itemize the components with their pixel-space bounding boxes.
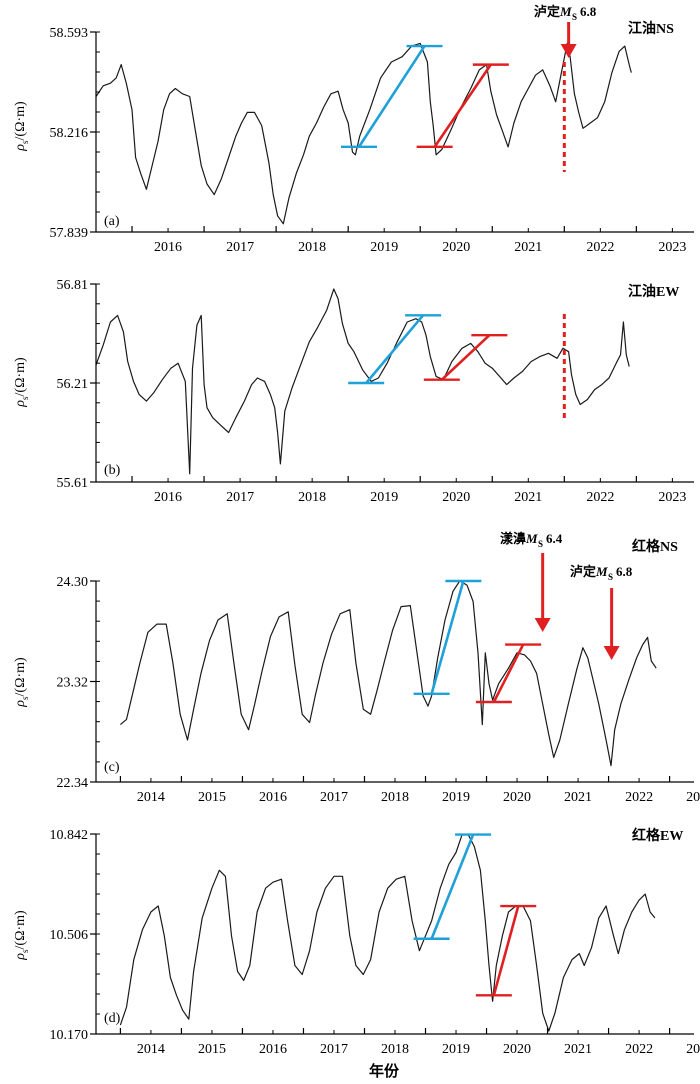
x-tick-label: 2014 <box>137 1042 165 1057</box>
x-tick-label: 2018 <box>298 490 326 505</box>
red-trend-line <box>433 63 492 148</box>
x-tick-label: 2015 <box>198 1042 226 1057</box>
panel-label: (b) <box>104 463 121 478</box>
x-tick-label: 2023 <box>658 240 686 255</box>
y-tick-label: 10.842 <box>50 828 89 843</box>
panel-label: (c) <box>104 760 120 775</box>
red-trend-line <box>492 643 525 703</box>
station-label: 红格NS <box>632 538 678 555</box>
data-series-line <box>95 288 630 475</box>
data-series-line <box>119 833 656 1032</box>
y-tick-label: 58.593 <box>50 26 89 41</box>
arrow1-label-sub: S <box>538 539 543 549</box>
y-axis-label-a: ρs/(Ω·m) <box>13 101 30 152</box>
x-tick-label: 2019 <box>442 790 470 805</box>
x-tick-label: 2018 <box>381 790 409 805</box>
blue-trend-line <box>430 580 465 695</box>
arrow-label-pre: 泸定 <box>534 4 560 19</box>
x-tick-label: 2017 <box>320 1042 348 1057</box>
x-tick-label: 2020 <box>442 240 470 255</box>
arrow2-label-sub: S <box>608 572 613 582</box>
svg-text:ρs/(Ω·m): ρs/(Ω·m) <box>13 910 30 961</box>
x-tick-label: 2018 <box>381 1042 409 1057</box>
x-tick-label: 2021 <box>564 1042 592 1057</box>
x-tick-label: 2020 <box>503 790 531 805</box>
earthquake-arrow-head <box>534 618 551 632</box>
panel-d: 10.170 10.506 10.842 2014 2015 2016 2017 2018 20… <box>50 827 700 1057</box>
x-tick-label: 2023 <box>686 1042 700 1057</box>
panel-label: (a) <box>104 214 120 229</box>
station-label: 江油EW <box>628 283 679 300</box>
y-tick-label: 22.34 <box>57 776 89 791</box>
red-trend-line <box>492 905 520 996</box>
x-tick-label: 2019 <box>442 1042 470 1057</box>
x-tick-label: 2017 <box>226 240 254 255</box>
arrow-label-m: M <box>559 4 572 19</box>
svg-text:ρs/(Ω·m): ρs/(Ω·m) <box>13 657 30 708</box>
svg-text:ρs/(Ω·m): ρs/(Ω·m) <box>13 101 30 152</box>
y-axis-label-d: ρs/(Ω·m) <box>13 910 30 961</box>
x-tick-label: 2017 <box>226 490 254 505</box>
arrow1-label-mag: 6.4 <box>546 531 563 546</box>
y-tick-label: 56.21 <box>57 377 89 392</box>
y-axis-label-b: ρs/(Ω·m) <box>13 357 30 408</box>
arrow-label-mag: 6.8 <box>580 4 597 19</box>
y-tick-label: 10.170 <box>50 1028 89 1043</box>
y-tick-label: 57.839 <box>50 226 89 241</box>
earthquake-arrow-head <box>560 44 577 58</box>
panel-c: 22.34 23.32 24.30 2014 2015 2016 2017 2018 2019 2… <box>57 531 700 805</box>
arrow1-label-pre: 漾濞 <box>500 531 526 546</box>
x-tick-label: 2016 <box>154 490 182 505</box>
panel-label: (d) <box>104 1011 121 1026</box>
arrow2-label-mag: 6.8 <box>616 564 633 579</box>
x-tick-label: 2015 <box>198 790 226 805</box>
data-series-line <box>95 42 632 225</box>
x-tick-label: 2022 <box>586 490 614 505</box>
y-tick-label: 56.81 <box>57 278 89 293</box>
panel-b: 55.61 56.21 56.81 2016 2017 2018 2019 2020 2021 2… <box>57 278 694 505</box>
x-tick-label: 2022 <box>625 790 653 805</box>
x-axis-title: 年份 <box>369 1062 400 1080</box>
arrow1-label-m: M <box>525 531 538 546</box>
x-tick-label: 2016 <box>259 1042 287 1057</box>
x-tick-label: 2019 <box>370 490 398 505</box>
x-tick-label: 2023 <box>686 790 700 805</box>
x-tick-label: 2020 <box>503 1042 531 1057</box>
y-tick-label: 55.61 <box>57 476 89 491</box>
arrow2-label-pre: 泸定 <box>570 564 596 579</box>
station-label: 江油NS <box>628 20 674 37</box>
x-tick-label: 2020 <box>442 490 470 505</box>
blue-trend-line <box>430 834 475 940</box>
y-tick-label: 10.506 <box>50 928 89 943</box>
x-tick-label: 2022 <box>625 1042 653 1057</box>
arrow2-label-m: M <box>595 564 608 579</box>
x-tick-label: 2021 <box>514 240 542 255</box>
x-tick-label: 2021 <box>514 490 542 505</box>
x-tick-label: 2016 <box>154 240 182 255</box>
x-tick-label: 2023 <box>658 490 686 505</box>
y-tick-label: 24.30 <box>57 575 89 590</box>
x-tick-label: 2017 <box>320 790 348 805</box>
y-tick-label: 23.32 <box>57 676 89 691</box>
x-tick-label: 2021 <box>564 790 592 805</box>
svg-text:ρs/(Ω·m): ρs/(Ω·m) <box>13 357 30 408</box>
red-trend-line <box>440 334 491 381</box>
arrow-label-sub: S <box>572 12 577 22</box>
y-tick-label: 58.216 <box>50 126 89 141</box>
x-tick-label: 2019 <box>370 240 398 255</box>
panel-a: 57.839 58.216 58.593 2016 2017 2018 2019 2020 20… <box>50 4 694 255</box>
blue-trend-line <box>357 45 426 148</box>
x-tick-label: 2014 <box>137 790 165 805</box>
x-tick-label: 2022 <box>586 240 614 255</box>
earthquake-arrow-head <box>603 646 620 660</box>
blue-trend-line <box>365 314 425 384</box>
x-tick-label: 2016 <box>259 790 287 805</box>
data-series-line <box>120 580 657 767</box>
station-label: 红格EW <box>632 827 683 844</box>
y-axis-label-c: ρs/(Ω·m) <box>13 657 30 708</box>
x-tick-label: 2018 <box>298 240 326 255</box>
